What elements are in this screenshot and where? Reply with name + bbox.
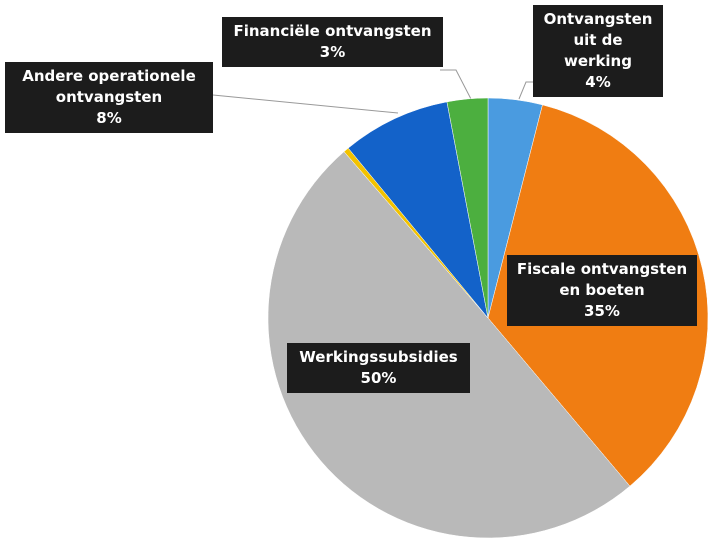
label-name: Werkingssubsidies <box>299 348 458 366</box>
label-value: 35% <box>584 302 620 320</box>
label-name: Fiscale ontvangsten en boeten <box>516 260 688 299</box>
data-label: Ontvangsten uit de werking 4% <box>533 5 663 97</box>
label-value: 50% <box>360 369 397 387</box>
label-value: 4% <box>585 73 611 91</box>
label-name: Ontvangsten uit de werking <box>543 10 653 70</box>
data-label: Werkingssubsidies 50% <box>287 343 470 393</box>
data-label: Financiële ontvangsten 3% <box>222 17 443 67</box>
pie-slice <box>446 97 489 319</box>
label-value: 3% <box>319 43 346 61</box>
leader-line <box>440 69 473 102</box>
leader-line <box>518 81 533 100</box>
pie-slice <box>347 101 489 319</box>
label-name: Financiële ontvangsten <box>233 22 432 40</box>
label-name: Andere operationele ontvangsten <box>22 67 196 106</box>
label-value: 8% <box>96 109 122 127</box>
data-label: Andere operationele ontvangsten 8% <box>5 62 213 133</box>
data-label: Fiscale ontvangsten en boeten 35% <box>507 255 697 326</box>
leader-line <box>212 94 399 114</box>
